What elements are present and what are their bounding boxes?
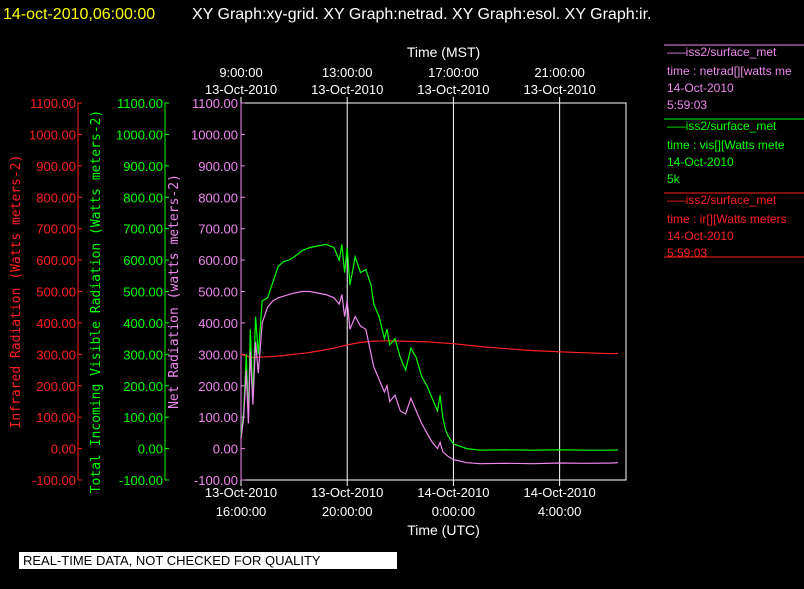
legend-date: 14-Oct-2010	[667, 81, 734, 95]
y-tick-label-2: 500.00	[198, 285, 238, 300]
header-datetime: 14-oct-2010,06:00:00	[3, 6, 155, 23]
y-tick-label-0: 100.00	[36, 410, 76, 425]
y-tick-label-2: 1100.00	[192, 96, 238, 111]
top-tick-label-date: 13-Oct-2010	[205, 82, 277, 97]
y-tick-label-0: 200.00	[36, 379, 76, 394]
legend-date: 14-Oct-2010	[667, 229, 734, 243]
y-tick-label-2: 900.00	[198, 159, 238, 174]
y-tick-label-2: 200.00	[198, 379, 238, 394]
y-axis-title-0: Infrared Radiation (Watts meters-2)	[9, 155, 24, 429]
y-tick-label-2: 300.00	[198, 347, 238, 362]
y-tick-label-1: 0.00	[138, 442, 163, 457]
legend-source: —–iss2/surface_met	[667, 193, 777, 207]
y-tick-label-0: 600.00	[36, 253, 76, 268]
legend-time: 5k	[667, 172, 681, 186]
legend-source: —–iss2/surface_met	[667, 119, 777, 133]
y-tick-label-1: 100.00	[123, 410, 163, 425]
y-tick-label-1: 1100.00	[117, 96, 163, 111]
series-line-net	[240, 290, 619, 465]
y-tick-label-0: 400.00	[36, 316, 76, 331]
legend-time: 5:59:03	[667, 98, 707, 112]
y-tick-label-1: 800.00	[123, 190, 163, 205]
header-graphs: XY Graph:xy-grid. XY Graph:netrad. XY Gr…	[192, 6, 652, 23]
y-tick-label-1: -100.00	[119, 473, 163, 488]
y-tick-label-2: 800.00	[198, 190, 238, 205]
y-tick-label-0: 900.00	[36, 159, 76, 174]
series-line-ir	[240, 340, 619, 359]
x-tick-label-time: 4:00:00	[538, 504, 581, 519]
x-tick-label-date: 13-Oct-2010	[205, 485, 277, 500]
y-tick-label-0: 1100.00	[30, 96, 76, 111]
x-tick-label-date: 14-Oct-2010	[523, 485, 595, 500]
y-tick-label-0: 700.00	[36, 222, 76, 237]
top-tick-label-time: 17:00:00	[428, 65, 479, 80]
y-tick-label-0: 0.00	[51, 442, 76, 457]
top-tick-label-date: 13-Oct-2010	[311, 82, 383, 97]
y-tick-label-2: 600.00	[198, 253, 238, 268]
top-axis-title: Time (MST)	[407, 44, 480, 60]
x-tick-label-time: 16:00:00	[216, 504, 267, 519]
legend-variable: time : ir[][Watts meters	[667, 212, 787, 226]
y-tick-label-0: 800.00	[36, 190, 76, 205]
x-tick-label-time: 20:00:00	[322, 504, 373, 519]
y-tick-label-1: 900.00	[123, 159, 163, 174]
legend-variable: time : vis[][Watts mete	[667, 138, 785, 152]
y-tick-label-1: 200.00	[123, 379, 163, 394]
y-tick-label-2: 100.00	[198, 410, 238, 425]
y-tick-label-0: 500.00	[36, 285, 76, 300]
y-tick-label-0: 300.00	[36, 347, 76, 362]
y-tick-label-2: 700.00	[198, 222, 238, 237]
top-tick-label-time: 9:00:00	[219, 65, 262, 80]
y-tick-label-1: 600.00	[123, 253, 163, 268]
top-tick-label-date: 13-Oct-2010	[417, 82, 489, 97]
y-tick-label-0: -100.00	[32, 473, 76, 488]
top-tick-label-time: 13:00:00	[322, 65, 373, 80]
legend-date: 14-Oct-2010	[667, 155, 734, 169]
legend-source: —–iss2/surface_met	[667, 45, 777, 59]
y-tick-label-2: 0.00	[213, 442, 238, 457]
quality-notice: REAL-TIME DATA, NOT CHECKED FOR QUALITY	[19, 552, 397, 569]
plot-frame	[240, 102, 627, 481]
y-tick-label-1: 700.00	[123, 222, 163, 237]
top-tick-label-date: 13-Oct-2010	[523, 82, 595, 97]
y-axis-title-2: Net Radiation (watts meters-2)	[167, 174, 182, 409]
y-tick-label-0: 1000.00	[29, 127, 76, 142]
y-tick-label-1: 500.00	[123, 285, 163, 300]
y-tick-label-1: 400.00	[123, 316, 163, 331]
x-tick-label-date: 13-Oct-2010	[311, 485, 383, 500]
y-tick-label-1: 1000.00	[116, 127, 163, 142]
series-line-vis	[240, 243, 619, 451]
y-tick-label-2: 400.00	[198, 316, 238, 331]
legend-variable: time : netrad[][watts me	[667, 64, 792, 78]
x-tick-label-date: 14-Oct-2010	[417, 485, 489, 500]
y-tick-label-2: -100.00	[194, 473, 238, 488]
y-tick-label-2: 1000.00	[191, 127, 238, 142]
legend-time: 5:59:03	[667, 246, 707, 260]
top-tick-label-time: 21:00:00	[534, 65, 585, 80]
x-tick-label-time: 0:00:00	[432, 504, 475, 519]
y-tick-label-1: 300.00	[123, 347, 163, 362]
y-axis-title-1: Total Incoming Visible Radiation (Watts …	[89, 110, 104, 494]
plot-area: 13-Oct-2010 16:00:00 13-Oct-2010 20:00:00 14…	[9, 44, 627, 538]
bottom-axis-title: Time (UTC)	[407, 522, 480, 538]
